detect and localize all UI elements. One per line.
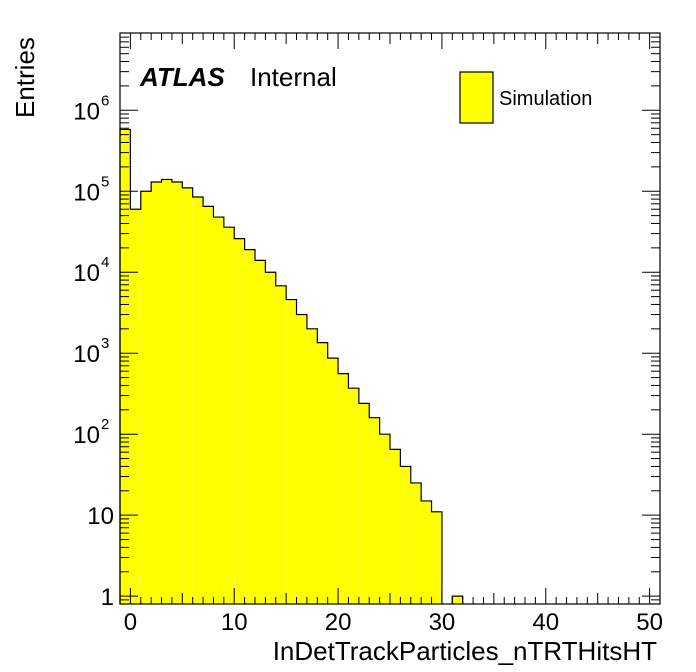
histogram-bar — [421, 500, 432, 604]
y-tick-label-exponent: 6 — [101, 92, 109, 109]
x-tick-label: 10 — [221, 609, 248, 636]
y-tick-label-exponent: 3 — [101, 335, 109, 352]
histogram-bar — [151, 182, 162, 605]
histogram-bar — [317, 342, 328, 604]
histogram-bar — [431, 511, 442, 604]
histogram-bar — [265, 272, 276, 604]
y-tick-label-exponent: 5 — [101, 173, 109, 190]
y-tick-label-exponent: 2 — [101, 416, 109, 433]
x-tick-labels: 0 10 20 30 40 50 — [124, 609, 663, 636]
histogram-bar — [223, 227, 235, 604]
histogram-bar — [182, 187, 193, 604]
histogram-bar — [192, 196, 204, 604]
histogram-bars — [120, 129, 463, 605]
histogram-bar — [203, 206, 214, 605]
x-tick-label: 20 — [325, 609, 352, 636]
x-tick-label: 30 — [429, 609, 456, 636]
histogram-bar — [234, 238, 245, 604]
histogram-bar — [390, 449, 401, 604]
histogram-bar — [410, 482, 422, 604]
histogram-bar — [400, 466, 411, 604]
y-tick-label: 10 — [73, 341, 100, 368]
x-tick-label: 50 — [636, 609, 663, 636]
x-tick-label: 40 — [532, 609, 559, 636]
histogram-bar — [171, 182, 183, 605]
x-axis-title: InDetTrackParticles_nTRTHitsHT — [273, 636, 657, 666]
histogram-bar — [358, 403, 370, 604]
y-tick-label: 10 — [87, 503, 114, 530]
y-axis-title: Entries — [10, 37, 40, 118]
histogram-bar — [275, 285, 287, 604]
histogram-bar — [286, 299, 297, 604]
histogram-bar — [255, 260, 266, 604]
y-tick-label: 10 — [73, 260, 100, 287]
histogram-bar — [338, 373, 349, 604]
histogram-bar — [296, 314, 307, 604]
atlas-label: ATLAS — [139, 62, 225, 92]
histogram-bar — [161, 179, 172, 604]
histogram-bar — [140, 191, 152, 604]
y-tick-label: 10 — [73, 179, 100, 206]
atlas-status-label: Internal — [250, 62, 337, 92]
histogram-bar — [369, 417, 380, 604]
histogram-bar — [213, 217, 224, 604]
histogram-bar — [306, 328, 318, 604]
histogram-bar — [348, 388, 359, 604]
legend-label-simulation: Simulation — [499, 88, 592, 110]
histogram-bar — [379, 434, 390, 604]
legend-swatch-simulation — [459, 71, 494, 124]
y-tick-label: 10 — [73, 98, 100, 125]
y-tick-label: 10 — [73, 422, 100, 449]
y-tick-label-exponent: 4 — [101, 254, 109, 271]
histogram-bar — [120, 129, 131, 604]
histogram-bar — [452, 596, 463, 604]
histogram-bar — [327, 358, 339, 604]
y-tick-label: 1 — [101, 584, 114, 611]
histogram-bar — [130, 209, 141, 604]
x-tick-label: 0 — [124, 609, 137, 636]
histogram-bar — [244, 249, 255, 604]
plot-frame — [119, 32, 661, 605]
